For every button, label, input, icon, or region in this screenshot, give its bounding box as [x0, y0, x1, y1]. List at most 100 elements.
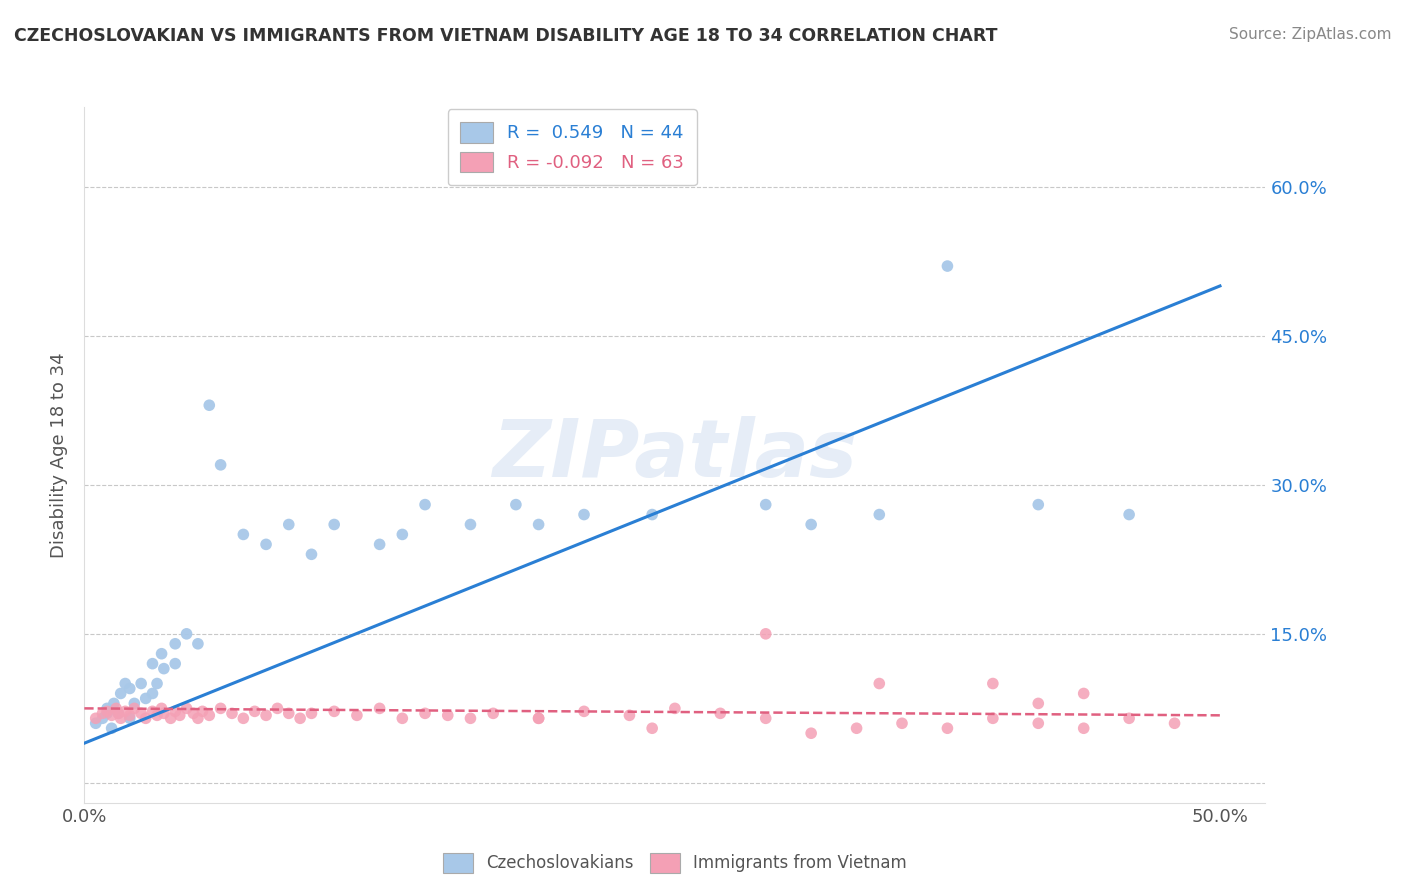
Point	[1163, 716, 1185, 731]
Point	[191, 704, 214, 718]
Point	[664, 701, 686, 715]
Point	[301, 547, 323, 561]
Point	[141, 704, 163, 718]
Point	[124, 697, 146, 711]
Point	[176, 627, 198, 641]
Point	[413, 706, 436, 721]
Point	[91, 711, 114, 725]
Point	[183, 706, 205, 721]
Point	[129, 706, 152, 721]
Point	[800, 726, 823, 740]
Point	[755, 627, 778, 641]
Point	[84, 716, 107, 731]
Point	[96, 701, 118, 715]
Point	[266, 701, 288, 715]
Point	[232, 527, 254, 541]
Point	[436, 708, 458, 723]
Point	[110, 711, 132, 725]
Legend: Czechoslovakians, Immigrants from Vietnam: Czechoslovakians, Immigrants from Vietna…	[436, 847, 914, 880]
Point	[868, 508, 890, 522]
Point	[460, 517, 482, 532]
Point	[146, 708, 169, 723]
Point	[413, 498, 436, 512]
Point	[572, 508, 595, 522]
Point	[165, 637, 187, 651]
Point	[288, 711, 311, 725]
Point	[254, 708, 277, 723]
Point	[800, 517, 823, 532]
Point	[84, 711, 107, 725]
Y-axis label: Disability Age 18 to 34: Disability Age 18 to 34	[51, 352, 69, 558]
Point	[198, 708, 221, 723]
Point	[505, 498, 527, 512]
Text: CZECHOSLOVAKIAN VS IMMIGRANTS FROM VIETNAM DISABILITY AGE 18 TO 34 CORRELATION C: CZECHOSLOVAKIAN VS IMMIGRANTS FROM VIETN…	[14, 27, 998, 45]
Point	[114, 704, 136, 718]
Point	[198, 398, 221, 412]
Text: Source: ZipAtlas.com: Source: ZipAtlas.com	[1229, 27, 1392, 42]
Point	[187, 637, 209, 651]
Point	[141, 657, 163, 671]
Text: ZIPatlas: ZIPatlas	[492, 416, 858, 494]
Point	[1118, 711, 1140, 725]
Point	[936, 721, 959, 735]
Point	[1118, 508, 1140, 522]
Legend: R =  0.549   N = 44, R = -0.092   N = 63: R = 0.549 N = 44, R = -0.092 N = 63	[447, 109, 697, 186]
Point	[527, 711, 550, 725]
Point	[619, 708, 641, 723]
Point	[129, 676, 152, 690]
Point	[114, 676, 136, 690]
Point	[100, 721, 122, 735]
Point	[641, 508, 664, 522]
Point	[391, 711, 413, 725]
Point	[110, 686, 132, 700]
Point	[755, 498, 778, 512]
Point	[96, 704, 118, 718]
Point	[572, 704, 595, 718]
Point	[209, 458, 232, 472]
Point	[124, 701, 146, 715]
Point	[527, 711, 550, 725]
Point	[891, 716, 914, 731]
Point	[107, 706, 129, 721]
Point	[221, 706, 243, 721]
Point	[755, 711, 778, 725]
Point	[845, 721, 868, 735]
Point	[153, 706, 176, 721]
Point	[165, 657, 187, 671]
Point	[301, 706, 323, 721]
Point	[709, 706, 731, 721]
Point	[460, 711, 482, 725]
Point	[641, 721, 664, 735]
Point	[243, 704, 266, 718]
Point	[141, 686, 163, 700]
Point	[981, 676, 1004, 690]
Point	[527, 517, 550, 532]
Point	[165, 704, 187, 718]
Point	[1026, 716, 1049, 731]
Point	[482, 706, 505, 721]
Point	[1026, 498, 1049, 512]
Point	[323, 704, 346, 718]
Point	[153, 662, 176, 676]
Point	[868, 676, 890, 690]
Point	[187, 711, 209, 725]
Point	[209, 701, 232, 715]
Point	[107, 706, 129, 721]
Point	[135, 691, 157, 706]
Point	[118, 711, 141, 725]
Point	[135, 711, 157, 725]
Point	[159, 711, 181, 725]
Point	[277, 706, 299, 721]
Point	[1073, 686, 1095, 700]
Point	[91, 706, 114, 721]
Point	[103, 697, 125, 711]
Point	[96, 706, 118, 721]
Point	[368, 537, 391, 551]
Point	[118, 681, 141, 696]
Point	[1073, 721, 1095, 735]
Point	[936, 259, 959, 273]
Point	[346, 708, 368, 723]
Point	[323, 517, 346, 532]
Point	[254, 537, 277, 551]
Point	[232, 711, 254, 725]
